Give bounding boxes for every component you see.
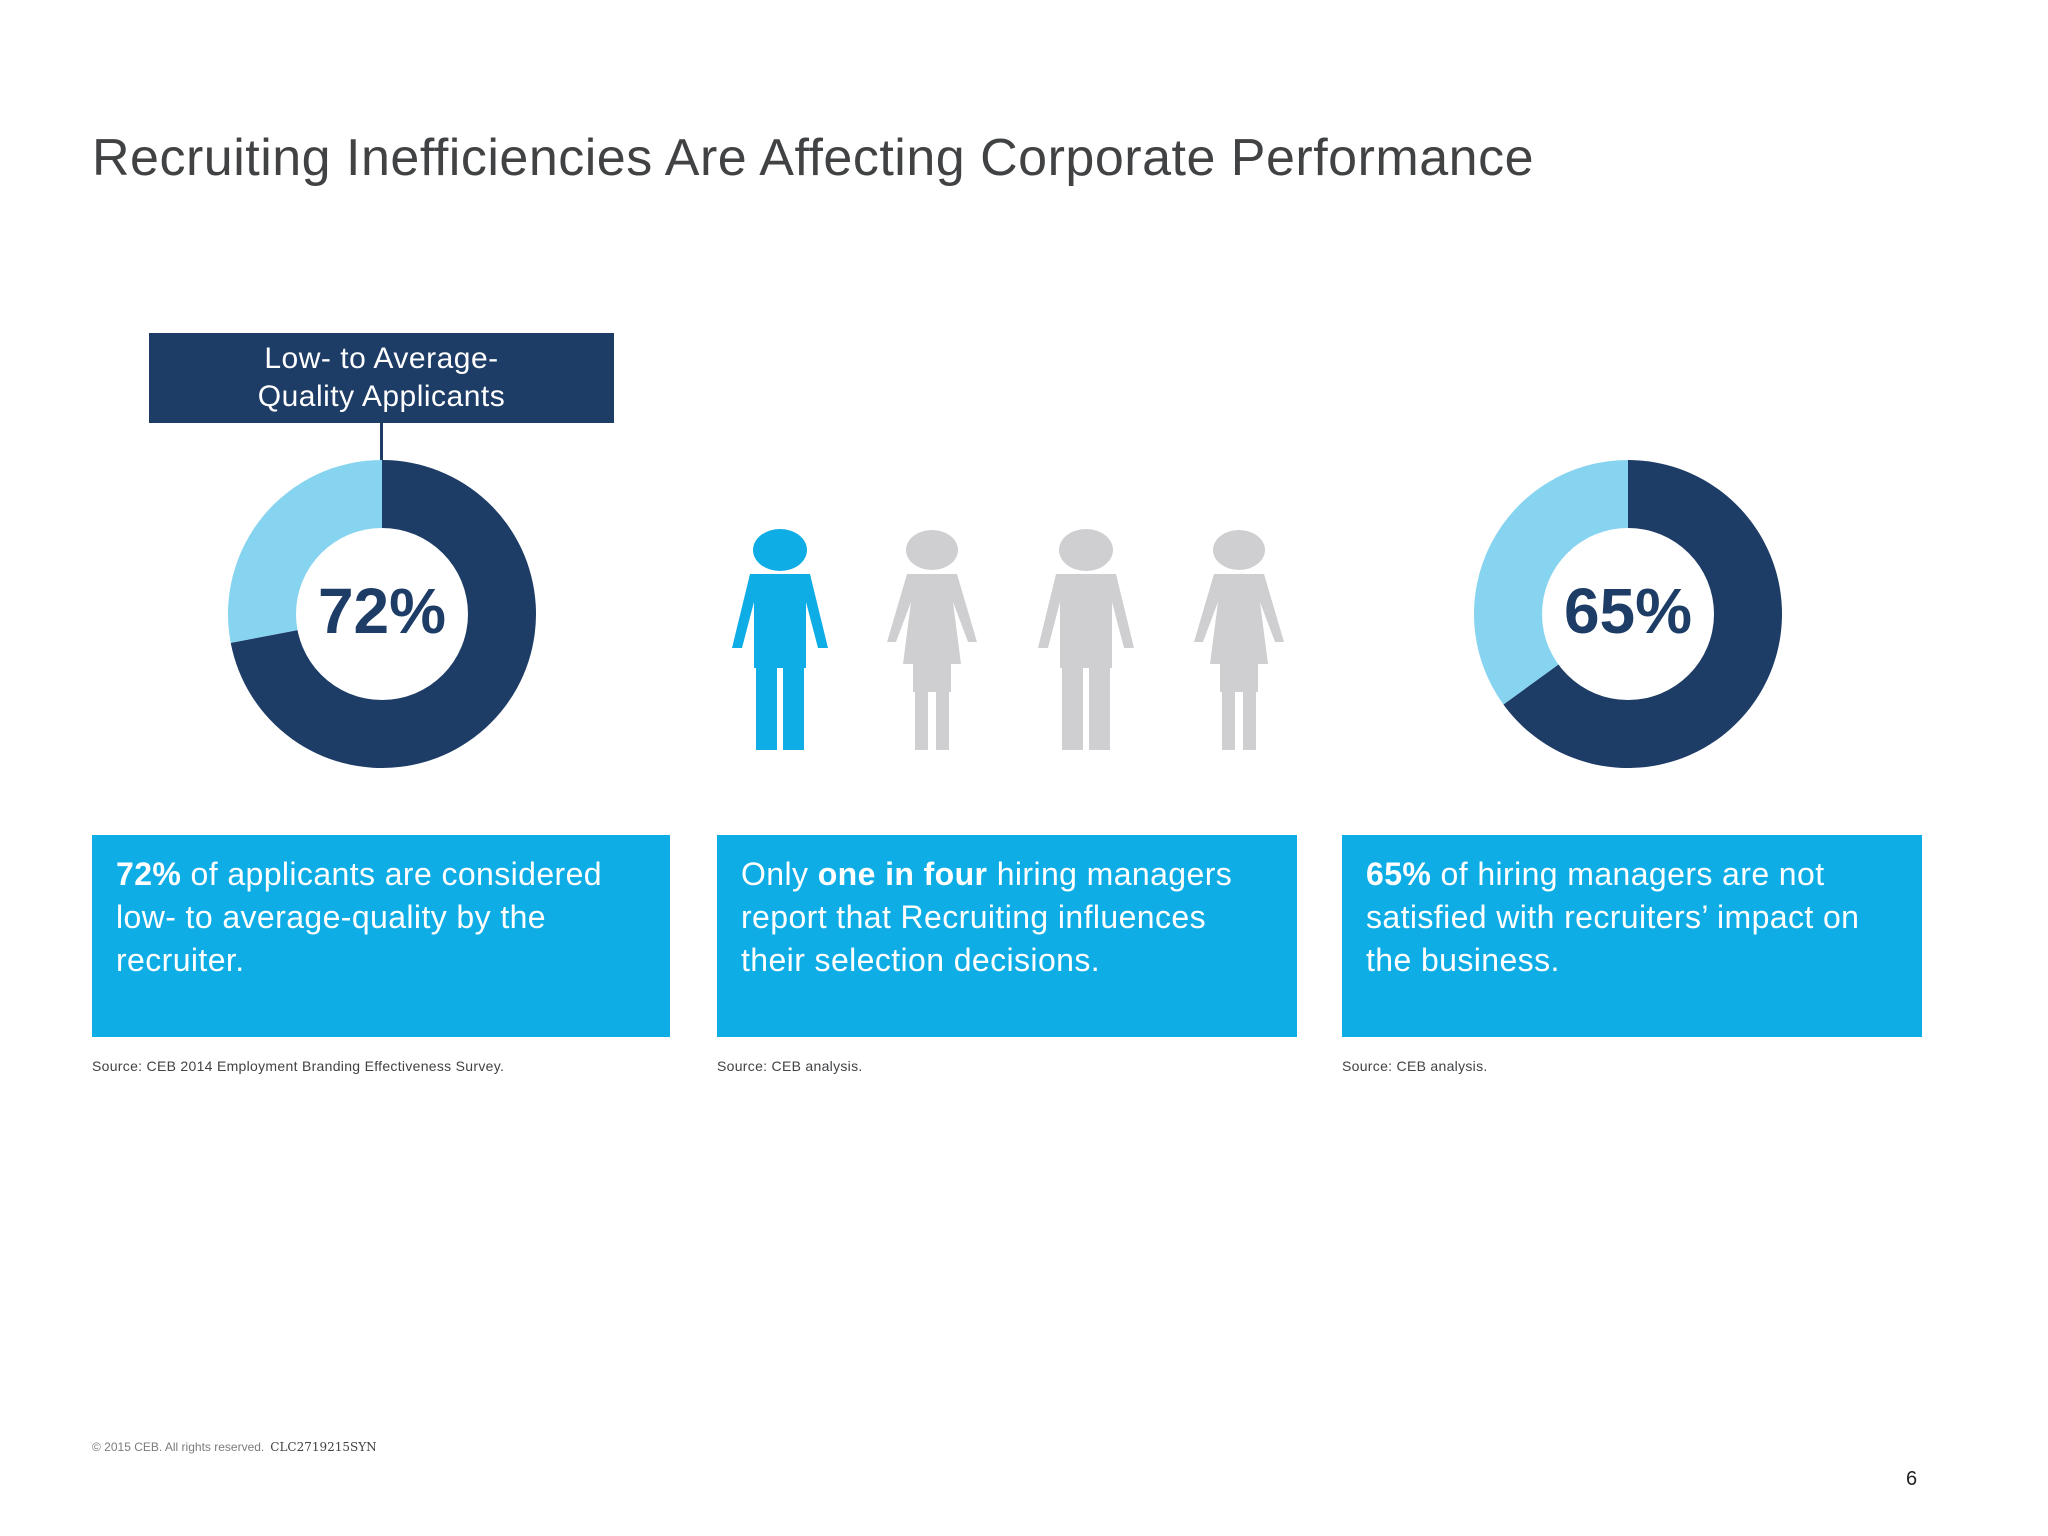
female-figure-icon (1194, 530, 1284, 750)
donut-hole (1542, 528, 1714, 700)
document-code: CLC2719215SYN (270, 1440, 377, 1454)
source-note: Source: CEB analysis. (717, 1058, 863, 1074)
donut-chart-applicants: 72% (228, 460, 536, 768)
source-note: Source: CEB analysis. (1342, 1058, 1488, 1074)
card-highlight: one in four (817, 856, 988, 892)
callout-line-1: Low- to Average- (264, 342, 499, 375)
card-highlight: 72% (116, 856, 182, 892)
callout-box: Low- to Average- Quality Applicants (149, 333, 614, 423)
male-figure-icon (732, 529, 828, 750)
copyright-text: © 2015 CEB. All rights reserved. (92, 1440, 265, 1454)
page-number: 6 (1906, 1468, 1918, 1490)
card-highlight: 65% (1366, 856, 1432, 892)
callout-line-2: Quality Applicants (257, 380, 506, 413)
donut-chart-managers: 65% (1474, 460, 1782, 768)
copyright-note: © 2015 CEB. All rights reserved. CLC27192… (92, 1440, 377, 1454)
male-figure-icon (1038, 529, 1134, 750)
page-title: Recruiting Inefficiencies Are Affecting … (92, 129, 1534, 187)
source-note: Source: CEB 2014 Employment Branding Eff… (92, 1058, 505, 1074)
stat-card-applicants: 72% of applicants are considered low- to… (92, 835, 670, 1037)
donut-center-label: 65% (1563, 575, 1693, 647)
stat-card-satisfaction: 65% of hiring managers are not satisfied… (1342, 835, 1922, 1037)
card-text-prefix: Only (741, 856, 818, 892)
stat-card-hiring-influence: Only one in four hiring managers report … (717, 835, 1297, 1037)
female-figure-icon (887, 530, 977, 750)
card-text: of hiring managers are not satisfied wit… (1366, 856, 1860, 978)
donut-center-label: 72% (317, 575, 447, 647)
pictogram-one-in-four (712, 528, 1302, 750)
card-text: hiring managers report that Recruiting i… (741, 856, 1233, 978)
card-text: of applicants are considered low- to ave… (116, 856, 602, 978)
donut-hole (296, 528, 468, 700)
